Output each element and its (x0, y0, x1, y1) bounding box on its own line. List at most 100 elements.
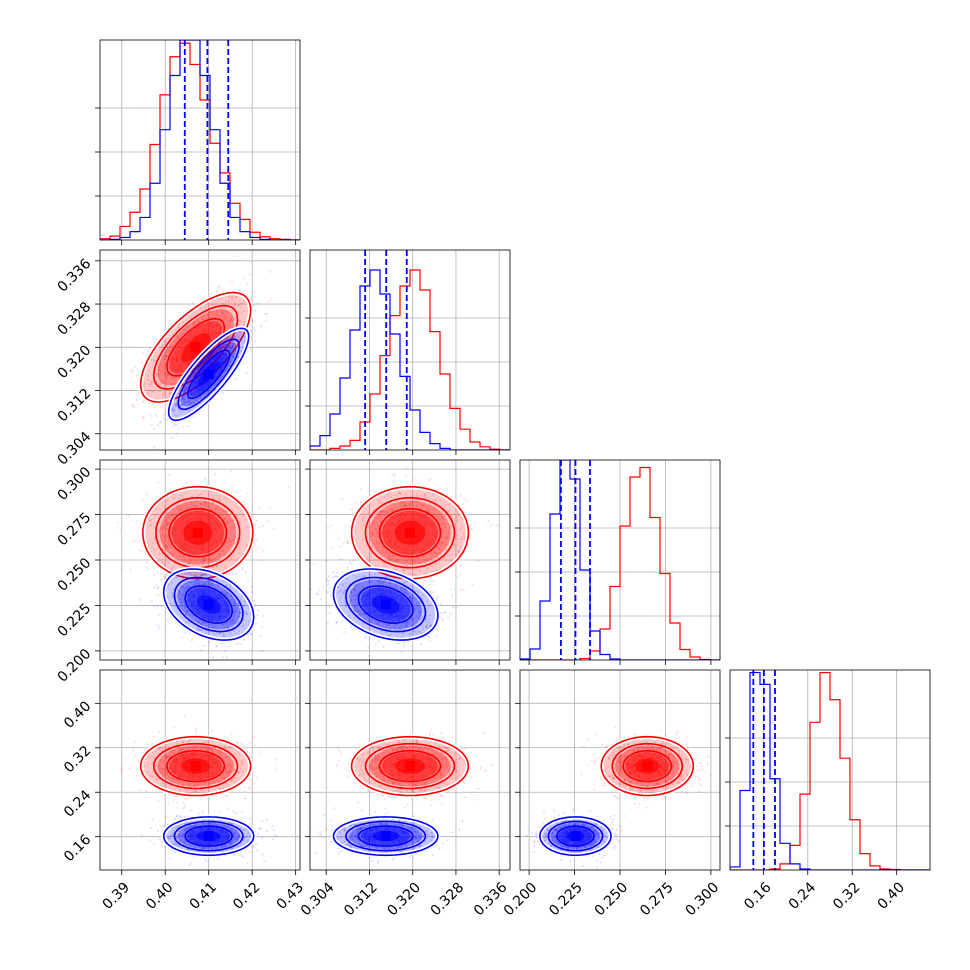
sample-point (363, 571, 366, 574)
sample-point (213, 316, 217, 319)
sample-point (165, 373, 169, 376)
sample-point (178, 590, 181, 593)
sample-point (192, 620, 195, 623)
sample-point (157, 540, 161, 543)
sample-point (393, 502, 396, 505)
sample-point (183, 398, 186, 401)
sample-point (395, 585, 398, 588)
sample-point (431, 499, 434, 502)
sample-point (204, 557, 207, 560)
sample-point (374, 527, 378, 530)
sample-point (254, 329, 257, 332)
sample-point (218, 379, 221, 382)
sample-point (379, 551, 382, 554)
sample-point (216, 290, 219, 293)
sample-point (180, 587, 183, 590)
sample-point (231, 345, 234, 348)
sample-point (130, 371, 133, 374)
sample-point (191, 403, 194, 406)
sample-point (187, 609, 190, 613)
sample-point (375, 532, 379, 535)
sample-point (361, 519, 364, 522)
sample-point (166, 522, 169, 525)
sample-point (406, 501, 409, 505)
sample-point (170, 513, 173, 516)
sample-point (243, 300, 246, 303)
sample-point (202, 317, 205, 320)
sample-point (173, 383, 176, 386)
sample-point (367, 526, 370, 529)
sample-point (223, 634, 226, 638)
sample-point (230, 349, 233, 352)
sample-point (164, 548, 167, 551)
sample-point (158, 384, 161, 387)
sample-point (347, 539, 350, 542)
sample-point (173, 403, 176, 406)
sample-point (355, 583, 358, 587)
sample-point (225, 368, 228, 371)
sample-point (371, 521, 374, 524)
sample-point (183, 391, 186, 395)
sample-point (232, 526, 235, 529)
sample-point (229, 594, 232, 598)
density-area (130, 255, 273, 450)
sample-point (174, 494, 177, 497)
sample-point (342, 584, 345, 588)
sample-point (153, 341, 156, 344)
sample-point (120, 567, 123, 570)
sample-point (459, 528, 462, 531)
sample-point (210, 583, 213, 587)
sample-point (237, 615, 240, 618)
sample-point (402, 632, 405, 635)
sample-point (205, 580, 208, 583)
sample-point (230, 341, 234, 344)
sample-point (434, 551, 437, 554)
sample-point (426, 600, 429, 603)
sample-point (181, 332, 184, 335)
sample-point (211, 583, 214, 586)
sample-point (487, 520, 490, 523)
sample-point (162, 533, 165, 536)
sample-point (164, 340, 167, 343)
sample-point (162, 393, 165, 396)
sample-point (385, 565, 388, 568)
sample-point (226, 311, 229, 314)
sample-point (183, 393, 186, 396)
sample-point (211, 509, 214, 512)
sample-point (227, 521, 230, 524)
sample-point (226, 520, 229, 524)
red-density-peak (192, 527, 203, 538)
sample-point (251, 591, 254, 594)
sample-point (208, 556, 212, 559)
sample-point (229, 540, 232, 543)
sample-point (378, 499, 381, 502)
sample-point (182, 394, 185, 397)
sample-point (383, 515, 386, 518)
sample-point (212, 566, 215, 569)
sample-point (161, 526, 164, 529)
sample-point (227, 541, 230, 544)
sample-point (414, 499, 417, 502)
sample-point (436, 551, 439, 554)
sample-point (255, 538, 258, 541)
sample-point (246, 613, 249, 616)
sample-point (444, 522, 448, 525)
sample-point (336, 622, 339, 625)
sample-point (209, 582, 212, 585)
sample-point (428, 583, 431, 587)
sample-point (229, 341, 232, 344)
sample-point (170, 389, 173, 392)
sample-point (408, 503, 411, 506)
sample-point (201, 563, 204, 566)
sample-point (401, 586, 404, 590)
sample-point (194, 580, 197, 583)
sample-point (426, 558, 429, 561)
red-histogram (310, 269, 510, 450)
sample-point (410, 500, 413, 503)
sample-point (379, 520, 382, 523)
red-histogram (520, 466, 720, 660)
sample-point (161, 527, 164, 530)
sample-point (157, 366, 160, 369)
sample-point (227, 537, 230, 541)
sample-point (206, 557, 209, 560)
